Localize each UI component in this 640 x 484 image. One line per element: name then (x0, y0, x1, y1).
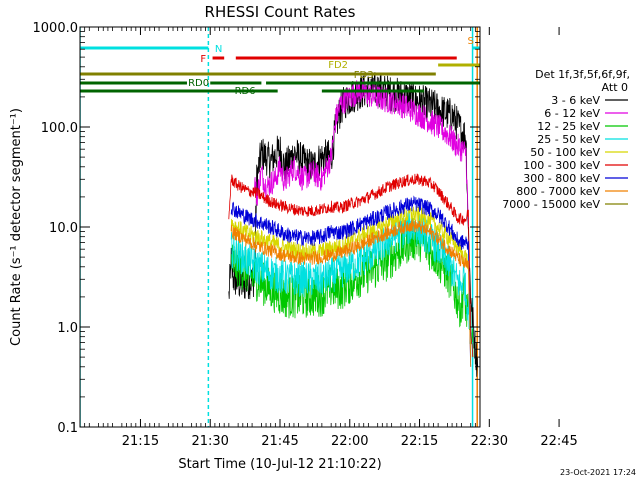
legend-label-5: 50 - 100 keV (530, 146, 600, 159)
axes: 21:15 21:30 21:45 22:00 22:15 22:30 22:45 0.1 1.… (33, 21, 578, 449)
flag-label-s: S (468, 36, 474, 47)
x-tick-label-0: 21:15 (122, 434, 159, 449)
y-tick-label-2: 10.0 (49, 221, 78, 236)
legend-label-3: 12 - 25 keV (537, 120, 600, 133)
legend-header-1: Att 0 (602, 81, 628, 94)
x-axis-label: Start Time (10-Jul-12 21:10:22) (178, 457, 381, 472)
flag-label-f: F (200, 54, 206, 65)
flag-label-rd6: RD6 (235, 86, 256, 97)
series-line-4 (230, 210, 474, 368)
x-tick-label-4: 22:15 (401, 434, 438, 449)
flag-label-n: N (215, 44, 222, 55)
legend-header-0: Det 1f,3f,5f,6f,9f, (535, 68, 630, 81)
x-tick-label-1: 21:30 (191, 434, 228, 449)
y-tick-label-1: 1.0 (57, 321, 78, 336)
series-line-5 (230, 205, 472, 358)
legend-label-1: 3 - 6 keV (551, 94, 600, 107)
legend-label-6: 100 - 300 keV (523, 159, 600, 172)
legend-label-9: 7000 - 15000 keV (502, 198, 600, 211)
y-tick-label-0: 0.1 (57, 421, 78, 436)
x-tick-label-3: 22:00 (331, 434, 368, 449)
y-tick-label-4: 1000.0 (33, 21, 79, 36)
flag-label-fd3: FD3 (354, 70, 374, 81)
plot-area: N S F FD2 FD3 RD0 RD6 (80, 27, 480, 427)
series-line-7 (230, 195, 472, 367)
footer-timestamp: 23-Oct-2021 17:24 (560, 468, 636, 477)
legend-label-7: 300 - 800 keV (523, 172, 600, 185)
x-tick-label-6: 22:45 (540, 434, 577, 449)
series-line-2 (254, 80, 469, 228)
flag-label-rd0: RD0 (188, 78, 209, 89)
series-line-6 (228, 173, 474, 358)
y-axis-label: Count Rate (s⁻¹ detector segment⁻¹) (9, 108, 24, 346)
chart-title: RHESSI Count Rates (205, 3, 356, 21)
x-tick-label-5: 22:30 (471, 434, 508, 449)
series-line-8 (230, 219, 472, 367)
legend-label-4: 25 - 50 keV (537, 133, 600, 146)
x-tick-label-2: 21:45 (261, 434, 298, 449)
legend-label-8: 800 - 7000 keV (516, 185, 600, 198)
series-line-3 (230, 217, 474, 358)
flag-label-fd2: FD2 (328, 60, 348, 71)
legend-label-2: 6 - 12 keV (544, 107, 600, 120)
plot-clip-group (80, 27, 479, 427)
y-tick-label-3: 100.0 (41, 121, 78, 136)
